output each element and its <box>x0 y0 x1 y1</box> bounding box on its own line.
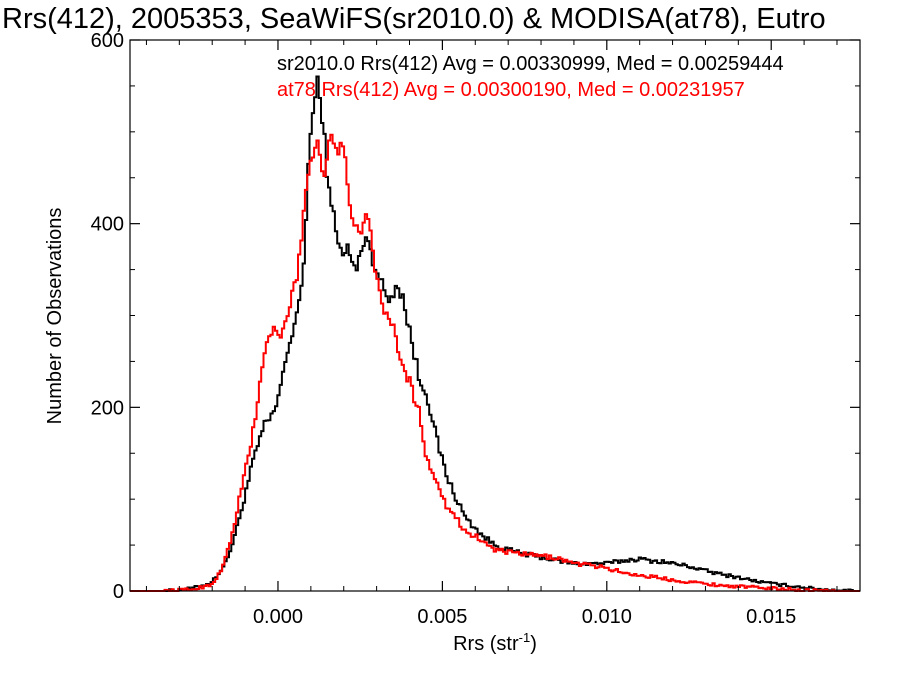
x-tick-label: 0.000 <box>253 606 303 628</box>
y-tick-label: 200 <box>91 397 124 419</box>
series-layer <box>130 75 860 592</box>
legend-label-series-1: sr2010.0 Rrs(412) Avg = 0.00330999, Med … <box>277 53 784 75</box>
x-axis-label: Rrs (str-1) <box>453 630 537 655</box>
x-tick-label: 0.010 <box>582 606 632 628</box>
x-axis-label-sup: -1 <box>519 630 531 645</box>
y-axis-label: Number of Observations <box>44 208 66 425</box>
series-line-2 <box>130 133 860 592</box>
ticks-layer: 0.000 0.005 0.010 0.015 0 200 400 600 <box>91 30 860 628</box>
legend-label-series-2: at78 Rrs(412) Avg = 0.00300190, Med = 0.… <box>277 79 745 101</box>
chart-title: Rrs(412), 2005353, SeaWiFS(sr2010.0) & M… <box>2 3 826 35</box>
x-tick-label: 0.015 <box>746 606 796 628</box>
x-tick-label: 0.005 <box>417 606 467 628</box>
x-axis-label-main: Rrs (str <box>453 633 519 655</box>
y-tick-label: 400 <box>91 214 124 236</box>
x-axis-label-close: ) <box>530 633 537 655</box>
y-tick-label: 0 <box>113 581 124 603</box>
y-tick-label: 600 <box>91 30 124 52</box>
